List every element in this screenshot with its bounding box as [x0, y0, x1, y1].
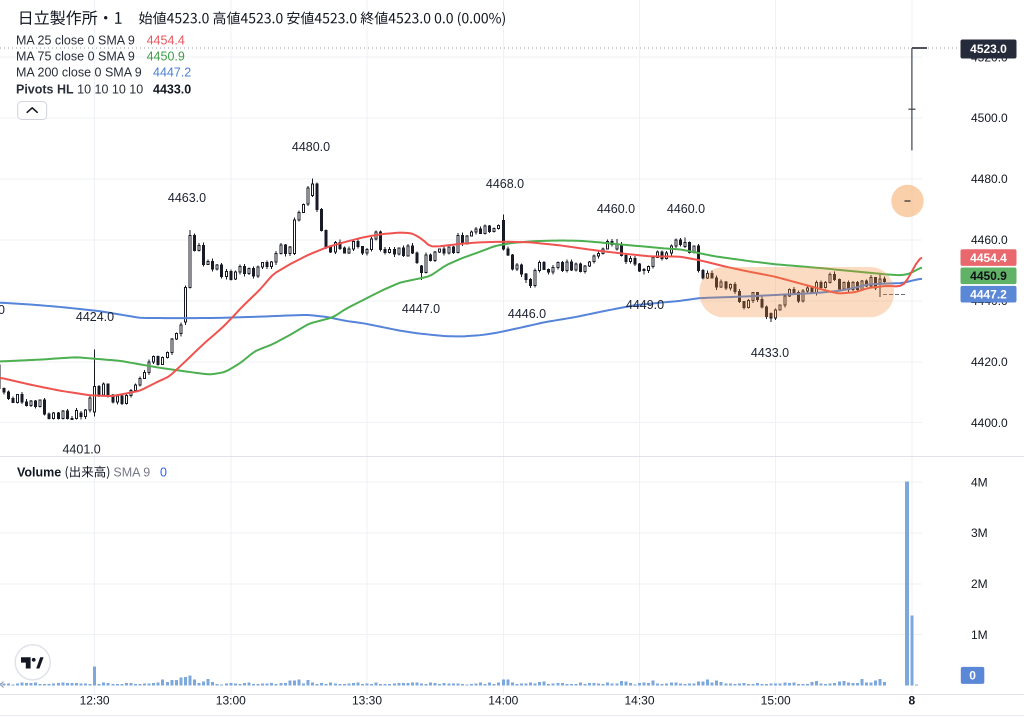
svg-text:Pivots HL 10 10 10 10: Pivots HL 10 10 10 10	[16, 82, 143, 96]
svg-text:4460.0: 4460.0	[667, 202, 705, 216]
svg-text:4450.9: 4450.9	[147, 50, 185, 64]
svg-text:4480.0: 4480.0	[292, 140, 330, 154]
svg-text:SMA 9: SMA 9	[113, 465, 150, 479]
svg-text:4463.0: 4463.0	[168, 191, 206, 205]
svg-text:14:00: 14:00	[488, 694, 518, 708]
svg-text:0: 0	[969, 669, 976, 683]
svg-text:3M: 3M	[971, 526, 988, 540]
svg-text:4401.0: 4401.0	[62, 443, 100, 457]
svg-text:4460.0: 4460.0	[971, 233, 1008, 247]
svg-text:4420.0: 4420.0	[971, 355, 1008, 369]
svg-text:4454.4: 4454.4	[970, 251, 1007, 265]
svg-text:4446.0: 4446.0	[508, 307, 546, 321]
svg-text:13:30: 13:30	[352, 694, 382, 708]
svg-text:4424.0: 4424.0	[76, 310, 114, 324]
svg-text:13:00: 13:00	[216, 694, 246, 708]
svg-text:4523.0: 4523.0	[970, 42, 1007, 56]
svg-text:4400.0: 4400.0	[971, 416, 1008, 430]
svg-text:12:30: 12:30	[80, 694, 110, 708]
svg-text:MA 75 close 0 SMA 9: MA 75 close 0 SMA 9	[16, 50, 135, 64]
svg-text:4447.2: 4447.2	[153, 66, 191, 80]
svg-text:4500.0: 4500.0	[971, 111, 1008, 125]
svg-text:4460.0: 4460.0	[597, 202, 635, 216]
svg-text:4480.0: 4480.0	[971, 172, 1008, 186]
svg-text:0: 0	[160, 465, 167, 479]
svg-text:4449.0: 4449.0	[626, 298, 664, 312]
svg-text:MA 25 close 0 SMA 9: MA 25 close 0 SMA 9	[16, 34, 135, 48]
svg-text:MA 200 close 0 SMA 9: MA 200 close 0 SMA 9	[16, 66, 142, 80]
svg-text:4433.0: 4433.0	[153, 82, 191, 96]
svg-text:4447.0: 4447.0	[402, 302, 440, 316]
svg-text:4447.2: 4447.2	[970, 287, 1007, 301]
svg-text:8: 8	[909, 694, 916, 708]
svg-text:2M: 2M	[971, 577, 988, 591]
svg-text:4454.4: 4454.4	[147, 34, 185, 48]
svg-text:4M: 4M	[971, 475, 988, 489]
svg-text:4468.0: 4468.0	[486, 177, 524, 191]
svg-text:Volume: Volume	[17, 465, 61, 479]
svg-text:0: 0	[0, 303, 5, 317]
svg-text:4450.9: 4450.9	[970, 269, 1007, 283]
svg-text:15:00: 15:00	[761, 694, 791, 708]
svg-text:4433.0: 4433.0	[751, 346, 789, 360]
svg-text:14:30: 14:30	[624, 694, 654, 708]
svg-text:1M: 1M	[971, 628, 988, 642]
